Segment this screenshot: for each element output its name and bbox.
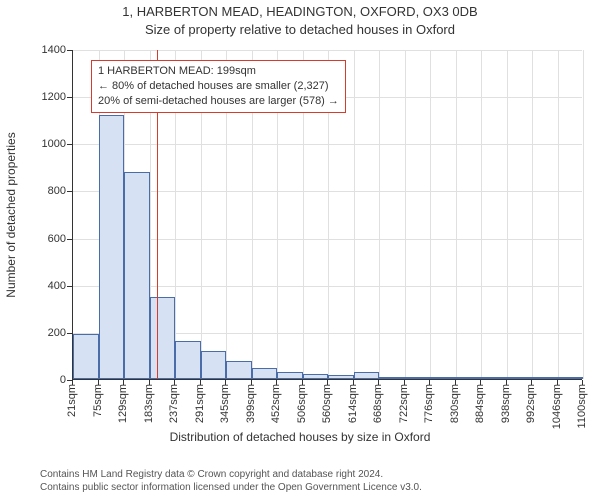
- grid-line: [507, 50, 508, 379]
- histogram-bar: [430, 377, 456, 379]
- y-tick-mark: [67, 333, 72, 334]
- grid-line: [558, 50, 559, 379]
- y-tick-label: 1400: [26, 44, 66, 56]
- y-tick-mark: [67, 239, 72, 240]
- y-tick-label: 600: [26, 233, 66, 245]
- grid-line: [405, 50, 406, 379]
- chart-title-line1: 1, HARBERTON MEAD, HEADINGTON, OXFORD, O…: [0, 4, 600, 19]
- y-tick-label: 0: [26, 374, 66, 386]
- histogram-bar: [226, 361, 252, 379]
- histogram-bar: [73, 334, 99, 379]
- histogram-bar: [507, 377, 533, 379]
- chart-plot-area: 1 HARBERTON MEAD: 199sqm← 80% of detache…: [72, 50, 582, 380]
- histogram-bar: [456, 377, 482, 379]
- histogram-bar: [328, 375, 354, 379]
- x-tick-label: 614sqm: [347, 384, 359, 423]
- x-tick-label: 237sqm: [168, 384, 180, 423]
- y-tick-mark: [67, 50, 72, 51]
- grid-line: [481, 50, 482, 379]
- footer-line2: Contains public sector information licen…: [40, 481, 422, 494]
- grid-line: [456, 50, 457, 379]
- x-tick-label: 830sqm: [449, 384, 461, 423]
- histogram-bar: [481, 377, 507, 379]
- x-tick-label: 668sqm: [372, 384, 384, 423]
- annotation-line: ← 80% of detached houses are smaller (2,…: [98, 79, 339, 94]
- grid-line: [354, 50, 355, 379]
- histogram-bar: [252, 368, 278, 379]
- grid-line: [583, 50, 584, 379]
- y-tick-label: 1000: [26, 138, 66, 150]
- x-tick-label: 938sqm: [500, 384, 512, 423]
- x-tick-label: 560sqm: [321, 384, 333, 423]
- x-tick-label: 452sqm: [270, 384, 282, 423]
- x-tick-label: 1100sqm: [576, 384, 588, 428]
- y-tick-mark: [67, 144, 72, 145]
- histogram-bar: [175, 341, 201, 379]
- x-tick-label: 75sqm: [92, 384, 104, 417]
- histogram-bar: [354, 372, 380, 379]
- annotation-line: 20% of semi-detached houses are larger (…: [98, 94, 339, 109]
- grid-line: [430, 50, 431, 379]
- y-axis-label: Number of detached properties: [4, 132, 18, 297]
- annotation-box: 1 HARBERTON MEAD: 199sqm← 80% of detache…: [91, 60, 346, 113]
- y-tick-label: 200: [26, 327, 66, 339]
- histogram-bar: [99, 115, 125, 379]
- chart-title-line2: Size of property relative to detached ho…: [0, 22, 600, 37]
- histogram-bar: [303, 374, 329, 379]
- x-tick-label: 884sqm: [474, 384, 486, 423]
- histogram-bar: [558, 377, 584, 379]
- x-tick-label: 129sqm: [117, 384, 129, 423]
- x-tick-label: 291sqm: [194, 384, 206, 423]
- x-tick-label: 776sqm: [423, 384, 435, 423]
- x-tick-label: 1046sqm: [551, 384, 563, 429]
- y-tick-mark: [67, 97, 72, 98]
- histogram-bar: [379, 377, 405, 379]
- y-tick-mark: [67, 191, 72, 192]
- x-tick-label: 399sqm: [245, 384, 257, 423]
- footer-line1: Contains HM Land Registry data © Crown c…: [40, 468, 422, 481]
- y-tick-mark: [67, 286, 72, 287]
- x-tick-label: 506sqm: [296, 384, 308, 423]
- histogram-bar: [150, 297, 176, 380]
- histogram-bar: [532, 377, 558, 379]
- histogram-bar: [405, 377, 431, 379]
- histogram-bar: [201, 351, 227, 379]
- histogram-bar: [124, 172, 150, 379]
- y-tick-label: 400: [26, 280, 66, 292]
- x-tick-label: 722sqm: [398, 384, 410, 423]
- y-tick-label: 1200: [26, 91, 66, 103]
- annotation-line: 1 HARBERTON MEAD: 199sqm: [98, 64, 339, 79]
- grid-line: [379, 50, 380, 379]
- grid-line: [532, 50, 533, 379]
- footer-attribution: Contains HM Land Registry data © Crown c…: [40, 468, 422, 494]
- histogram-bar: [277, 372, 303, 379]
- x-tick-label: 183sqm: [143, 384, 155, 423]
- x-axis-label: Distribution of detached houses by size …: [0, 430, 600, 444]
- x-tick-label: 21sqm: [66, 384, 78, 417]
- x-tick-label: 345sqm: [219, 384, 231, 423]
- x-tick-label: 992sqm: [525, 384, 537, 423]
- y-tick-label: 800: [26, 185, 66, 197]
